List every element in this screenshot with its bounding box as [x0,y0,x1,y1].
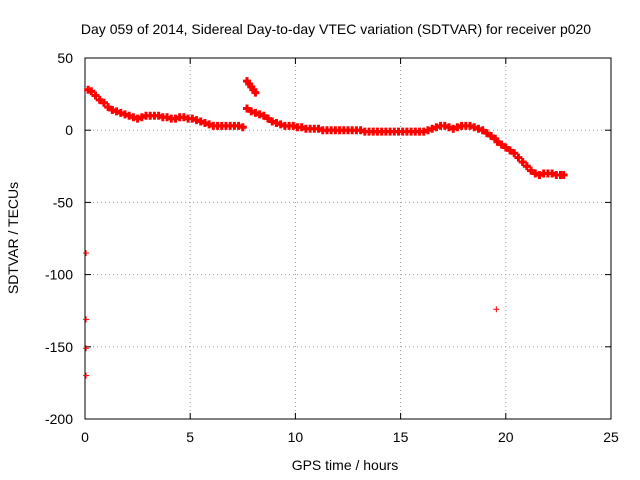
data-point [518,157,527,166]
data-point [493,306,500,313]
data-point [482,129,491,138]
x-tick-label: 25 [603,429,619,445]
y-tick-label: -200 [45,411,73,427]
data-point [559,170,568,179]
data-point [510,149,519,158]
data-point [95,95,104,104]
data-point [514,153,523,162]
data-point [487,131,496,140]
data-point [83,372,90,379]
data-point [91,91,100,100]
plot-frame [84,57,612,420]
data-point [493,137,502,146]
y-tick-label: 50 [57,50,73,66]
data-point [83,249,90,256]
data-point [527,166,536,175]
y-tick-label: 0 [65,122,73,138]
data-point [478,126,487,135]
data-point [83,345,90,352]
data-point [259,111,268,120]
chart-title: Day 059 of 2014, Sidereal Day-to-day VTE… [81,21,591,37]
y-tick-label: -50 [53,194,73,210]
y-tick-label: -150 [45,339,73,355]
y-axis-label: SDTVAR / TECUs [5,182,21,294]
data-point [497,140,506,149]
x-tick-label: 15 [393,429,409,445]
data-point [104,103,113,112]
data-point [501,143,510,152]
data-point [522,162,531,171]
x-tick-label: 20 [498,429,514,445]
data-point [251,88,260,97]
data-point [506,146,515,155]
x-tick-label: 10 [288,429,304,445]
x-axis-label: GPS time / hours [292,457,399,473]
x-tick-label: 0 [81,429,89,445]
data-point [99,98,108,107]
data-point [87,87,96,96]
grid-lines [85,58,611,419]
x-tick-label: 5 [186,429,194,445]
data-point [243,104,252,113]
data-point [83,316,90,323]
data-point [264,114,273,123]
data-point [238,123,247,132]
data-points [83,77,568,379]
y-tick-label: -100 [45,267,73,283]
axis-ticks: 0 5 10 15 20 25 -200 -150 -100 -50 0 50 [45,50,619,445]
